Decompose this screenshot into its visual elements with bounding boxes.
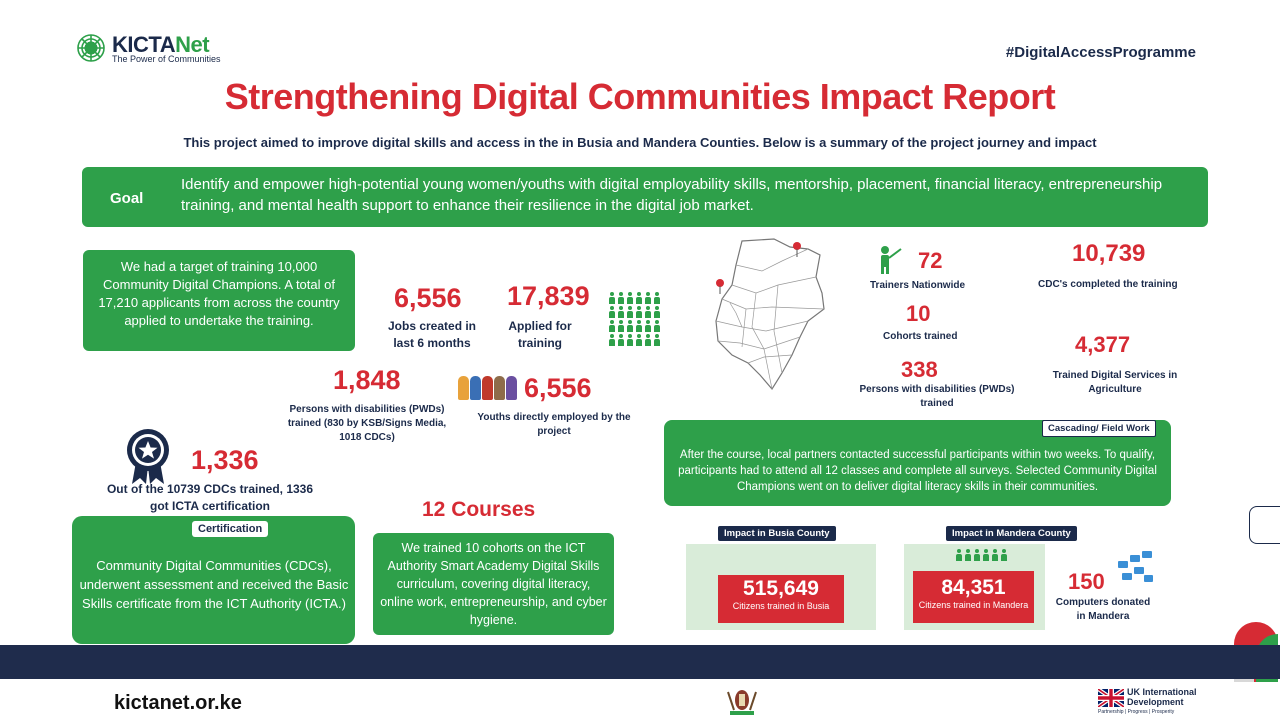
applied-label: Applied for training — [508, 319, 572, 350]
uk-line1: UK International — [1127, 687, 1197, 697]
busia-value: 515,649 — [743, 577, 819, 600]
youths-label: Youths directly employed by the project — [477, 412, 631, 437]
person-icon — [653, 320, 660, 332]
person-icon — [991, 549, 998, 561]
courses-text: We trained 10 cohorts on the ICT Authori… — [373, 533, 614, 635]
person-icon — [644, 334, 651, 346]
person-icon — [973, 549, 980, 561]
icta-label: Out of the 10739 CDCs trained, 1336 got … — [106, 482, 314, 513]
people-icon-grid — [608, 292, 660, 346]
brand-tagline: The Power of Communities — [112, 54, 221, 64]
mandera-tag: Impact in Mandera County — [946, 526, 1077, 541]
person-icon — [635, 306, 642, 318]
person-icon — [653, 334, 660, 346]
person-icon — [608, 334, 615, 346]
trainer-icon — [877, 245, 905, 275]
brand-name-part1: KICTA — [112, 32, 176, 57]
agri-label: Trained Digital Services in Agriculture — [1052, 370, 1178, 395]
jobs-value: 6,556 — [394, 283, 462, 313]
courses-heading: 12 Courses — [422, 498, 536, 521]
person-icon — [608, 306, 615, 318]
certification-tag: Certification — [192, 521, 269, 537]
pwd-label: Persons with disabilities (PWDs) trained… — [287, 404, 447, 443]
person-icon — [653, 292, 660, 304]
icta-value: 1,336 — [191, 445, 259, 475]
youth-figure — [506, 376, 517, 400]
goal-text: Identify and empower high-potential youn… — [181, 176, 1163, 214]
pwd2-value: 338 — [901, 357, 938, 382]
agri-value: 4,377 — [1075, 332, 1131, 357]
person-icon — [964, 549, 971, 561]
person-icon — [626, 306, 633, 318]
cdcs-value: 10,739 — [1072, 240, 1146, 267]
busia-tag: Impact in Busia County — [718, 526, 836, 541]
person-icon — [608, 320, 615, 332]
mandera-value: 84,351 — [941, 576, 1006, 599]
trainers-value: 72 — [918, 248, 943, 273]
website-link[interactable]: kictanet.or.ke — [114, 692, 242, 714]
cohorts-label: Cohorts trained — [883, 331, 958, 342]
person-icon — [635, 292, 642, 304]
goal-banner — [82, 167, 1208, 227]
person-icon — [955, 549, 962, 561]
computers-icon — [1116, 551, 1154, 587]
goal-label: Goal — [110, 190, 144, 207]
computers-label: Computers donated in Mandera — [1055, 597, 1151, 622]
person-icon — [644, 292, 651, 304]
person-icon — [982, 549, 989, 561]
brand-name-part2: Net — [175, 32, 210, 57]
cascading-text: After the course, local partners contact… — [678, 449, 1157, 493]
brand-name: KICTANet — [112, 32, 210, 58]
mandera-label: Citizens trained in Mandera — [918, 600, 1029, 610]
computers-value: 150 — [1068, 569, 1105, 594]
person-icon — [617, 306, 624, 318]
person-icon — [644, 306, 651, 318]
certification-text: Community Digital Communities (CDCs), un… — [79, 558, 349, 611]
footer-band — [0, 645, 1280, 679]
kictanet-logo-icon — [76, 33, 106, 63]
uk-line3: Partnership | Progress | Prosperity — [1098, 709, 1175, 715]
applied-value: 17,839 — [507, 281, 590, 311]
target-summary: We had a target of training 10,000 Commu… — [83, 250, 355, 351]
person-icon — [1000, 549, 1007, 561]
mandera-stat: 84,351 Citizens trained in Mandera — [913, 571, 1034, 623]
person-icon — [617, 292, 624, 304]
cascading-tag: Cascading/ Field Work — [1042, 420, 1156, 437]
uk-line2: Development — [1127, 697, 1184, 707]
pwd-value: 1,848 — [333, 365, 401, 395]
hashtag: #DigitalAccessProgramme — [1005, 44, 1196, 61]
trainers-label: Trainers Nationwide — [870, 280, 966, 291]
cohorts-value: 10 — [906, 301, 931, 326]
youths-value: 6,556 — [524, 373, 592, 403]
youth-figure — [458, 376, 469, 400]
busia-label: Citizens trained in Busia — [732, 601, 830, 611]
person-icon — [617, 334, 624, 346]
page-subtitle: This project aimed to improve digital sk… — [183, 135, 1097, 150]
person-icon — [644, 320, 651, 332]
person-icon — [626, 292, 633, 304]
pwd2-label: Persons with disabilities (PWDs) trained — [859, 384, 1015, 409]
person-icon — [617, 320, 624, 332]
person-icon — [635, 334, 642, 346]
uk-international-development-logo: UK International Development Partnership… — [1098, 687, 1202, 717]
youth-group-icon — [458, 376, 518, 402]
page-title: Strengthening Digital Communities Impact… — [224, 76, 1056, 117]
kenya-coat-of-arms-icon — [722, 686, 762, 718]
side-panel-tab[interactable] — [1249, 506, 1280, 544]
busia-stat: 515,649 Citizens trained in Busia — [718, 575, 844, 623]
person-icon — [626, 320, 633, 332]
kenya-map-icon — [712, 237, 832, 393]
person-icon — [608, 292, 615, 304]
cdcs-label: CDC's completed the training — [1038, 279, 1178, 290]
person-icon — [635, 320, 642, 332]
person-icon — [626, 334, 633, 346]
youth-figure — [470, 376, 481, 400]
youth-figure — [482, 376, 493, 400]
mandera-people-icon — [955, 549, 1011, 567]
award-badge-icon — [124, 428, 172, 486]
youth-figure — [494, 376, 505, 400]
person-icon — [653, 306, 660, 318]
jobs-label: Jobs created in last 6 months — [387, 319, 477, 350]
certification-box — [72, 516, 355, 644]
